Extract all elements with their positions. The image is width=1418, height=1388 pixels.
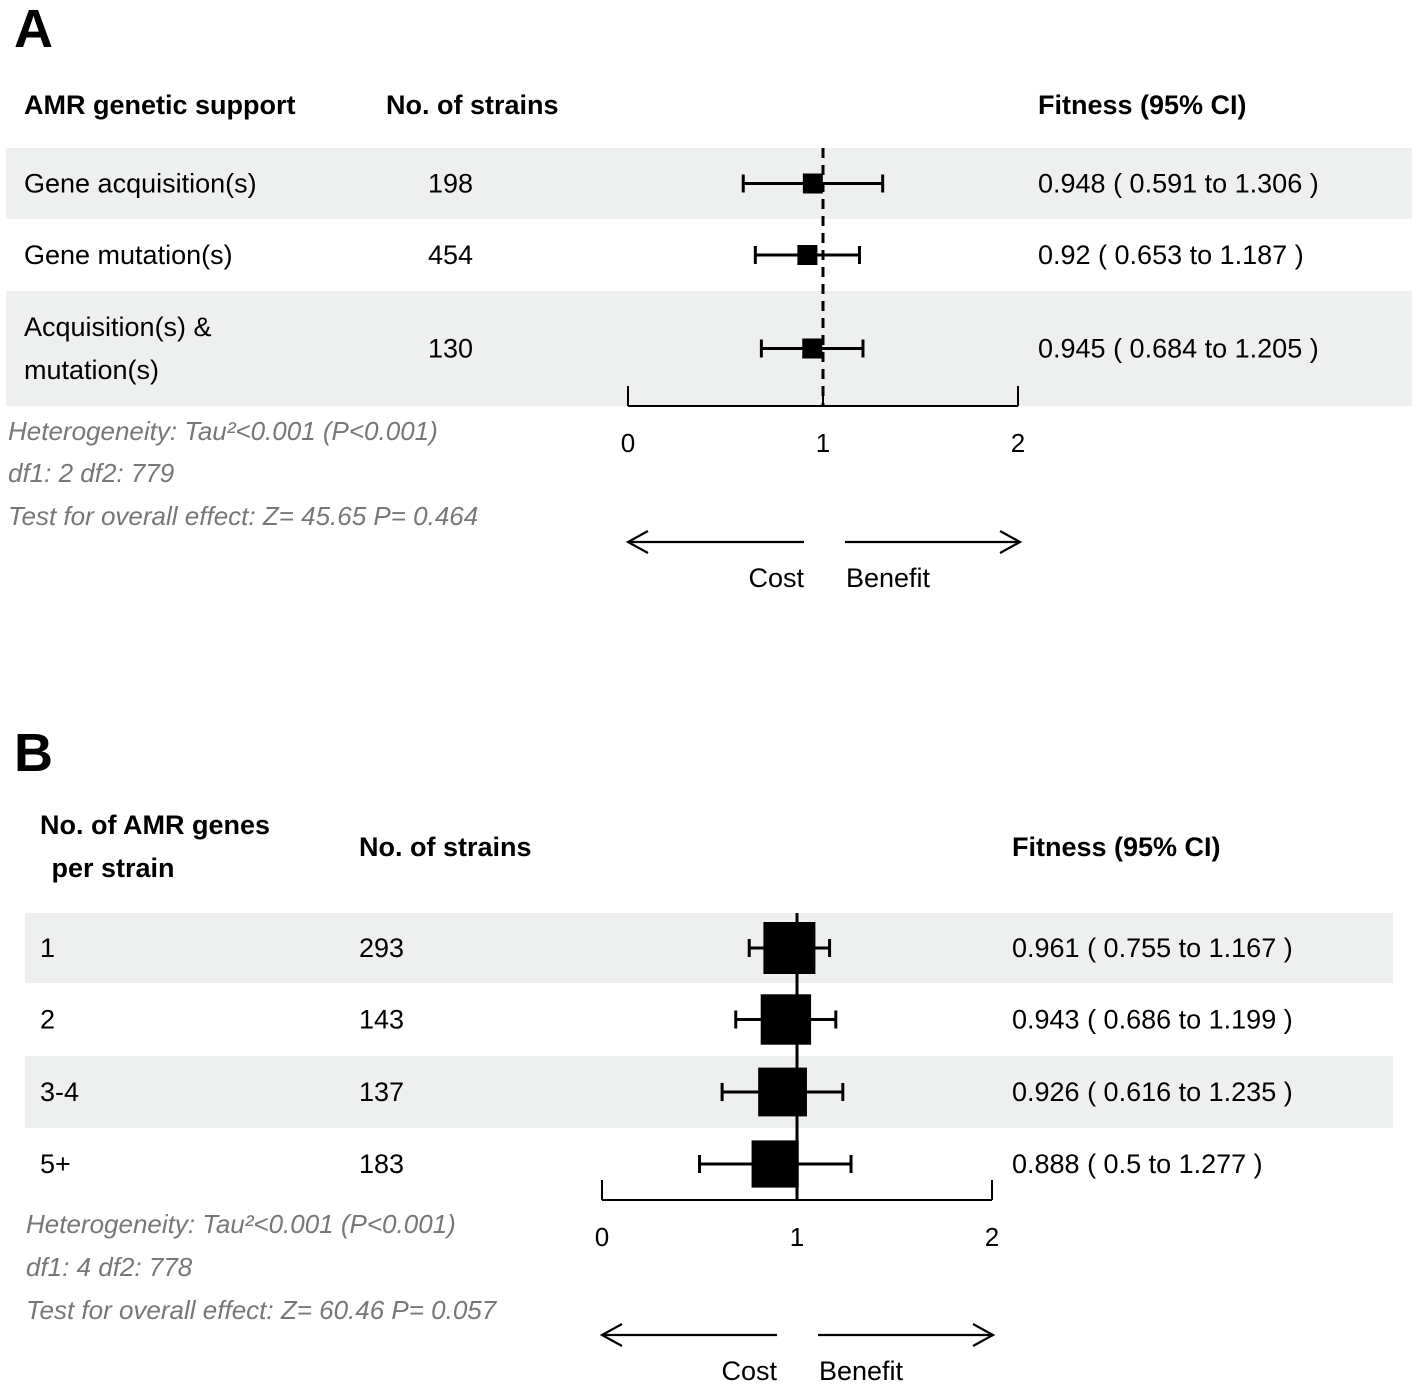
panel-b-row-n: 293 <box>359 933 404 963</box>
panel-b-estimate-box <box>758 1067 807 1117</box>
panel-b-row-label: 3-4 <box>40 1077 79 1107</box>
panel-b-estimate-box <box>760 994 812 1045</box>
panel-b-row-shade <box>25 913 1393 983</box>
panel-b: B No. of AMR genes per strain No. of str… <box>14 723 1293 1386</box>
panel-a-estimate-box <box>797 245 818 265</box>
panel-b-stats: Heterogeneity: Tau²<0.001 (P<0.001) df1:… <box>26 1209 498 1325</box>
panel-b-cost-label: Cost <box>721 1356 777 1386</box>
panel-a-direction: Cost Benefit <box>625 530 1023 593</box>
panel-b-row-n: 137 <box>359 1077 404 1107</box>
panel-a-row-ci: 0.948 ( 0.591 to 1.306 ) <box>1038 169 1319 199</box>
panel-a-cost-label: Cost <box>748 563 804 593</box>
panel-a-row-shade <box>6 148 1412 219</box>
panel-a-letter: A <box>14 0 53 59</box>
panel-a-row-shade <box>6 291 1412 406</box>
panel-a-benefit-arrowhead <box>999 530 1023 554</box>
panel-a-heterogeneity: Heterogeneity: Tau²<0.001 (P<0.001) <box>8 416 438 446</box>
panel-a-rows: Gene acquisition(s) 198 0.948 ( 0.591 to 1… <box>24 169 1319 386</box>
panel-b-row-ci: 0.961 ( 0.755 to 1.167 ) <box>1012 933 1293 963</box>
panel-a-axis-tick-label: 1 <box>816 428 830 458</box>
panel-a-row-label: Gene acquisition(s) <box>24 169 257 199</box>
panel-a-df: df1: 2 df2: 779 <box>8 458 174 488</box>
panel-a-row-label: mutation(s) <box>24 355 159 385</box>
panel-b-estimate-box <box>751 1140 799 1188</box>
panel-a-axis-tick-label: 2 <box>1011 428 1025 458</box>
panel-b-axis-tick-label: 2 <box>985 1222 999 1252</box>
panel-b-row-ci: 0.943 ( 0.686 to 1.199 ) <box>1012 1005 1293 1035</box>
panel-b-cost-arrowhead <box>599 1323 623 1347</box>
panel-b-estimate-header: Fitness (95% CI) <box>1012 832 1221 862</box>
panel-b-benefit-arrowhead <box>972 1323 996 1347</box>
panel-b-row-ci: 0.926 ( 0.616 to 1.235 ) <box>1012 1077 1293 1107</box>
panel-b-axis: 0 1 2 <box>595 913 999 1252</box>
panel-a-cost-arrowhead <box>625 530 649 554</box>
panel-a-stats: Heterogeneity: Tau²<0.001 (P<0.001) df1:… <box>8 416 478 531</box>
panel-a-axis: 0 1 2 <box>621 148 1025 458</box>
panel-a-estimate-box <box>802 338 823 359</box>
panel-b-direction: Cost Benefit <box>599 1323 996 1386</box>
panel-b-overall-effect: Test for overall effect: Z= 60.46 P= 0.0… <box>26 1295 498 1325</box>
panel-a-estimate-header: Fitness (95% CI) <box>1038 90 1247 120</box>
panel-b-row-label: 1 <box>40 933 55 963</box>
panel-a-row-label: Gene mutation(s) <box>24 240 233 270</box>
panel-b-row-n: 183 <box>359 1149 404 1179</box>
panel-b-row-n: 143 <box>359 1005 404 1035</box>
panel-b-axis-tick-label: 1 <box>790 1222 804 1252</box>
panel-b-heterogeneity: Heterogeneity: Tau²<0.001 (P<0.001) <box>26 1209 456 1239</box>
panel-b-benefit-label: Benefit <box>819 1356 904 1386</box>
panel-b-rows: 1 293 0.961 ( 0.755 to 1.167 ) 2 143 0.943 ( … <box>40 922 1293 1188</box>
panel-a-axis-tick-label: 0 <box>621 428 635 458</box>
panel-b-group-header-line1: No. of AMR genes <box>40 810 270 840</box>
panel-a-row-label: Acquisition(s) & <box>24 312 212 342</box>
panel-b-row-label: 2 <box>40 1005 55 1035</box>
panel-a-row-n: 198 <box>428 169 473 199</box>
panel-b-estimate-box <box>763 922 816 974</box>
panel-a-row-ci: 0.945 ( 0.684 to 1.205 ) <box>1038 334 1319 364</box>
panel-b-df: df1: 4 df2: 778 <box>26 1252 193 1282</box>
panel-b-row-shade <box>25 1056 1393 1128</box>
panel-a-overall-effect: Test for overall effect: Z= 45.65 P= 0.4… <box>8 501 478 531</box>
panel-a-row-n: 454 <box>428 240 473 270</box>
panel-b-row-ci: 0.888 ( 0.5 to 1.277 ) <box>1012 1149 1263 1179</box>
panel-a-row-ci: 0.92 ( 0.653 to 1.187 ) <box>1038 240 1304 270</box>
panel-b-group-header-line2: per strain <box>44 853 175 883</box>
panel-a-group-header: AMR genetic support <box>24 90 296 120</box>
panel-a: A AMR genetic support No. of strains Fit… <box>8 0 1319 593</box>
panel-a-benefit-label: Benefit <box>846 563 931 593</box>
panel-a-estimate-box <box>802 173 823 194</box>
panel-b-n-header: No. of strains <box>359 832 532 862</box>
panel-b-axis-tick-label: 0 <box>595 1222 609 1252</box>
panel-a-n-header: No. of strains <box>386 90 559 120</box>
panel-a-row-n: 130 <box>428 334 473 364</box>
panel-b-letter: B <box>14 723 53 783</box>
row-shading-layer <box>6 148 1412 1128</box>
panel-b-row-label: 5+ <box>40 1149 71 1179</box>
